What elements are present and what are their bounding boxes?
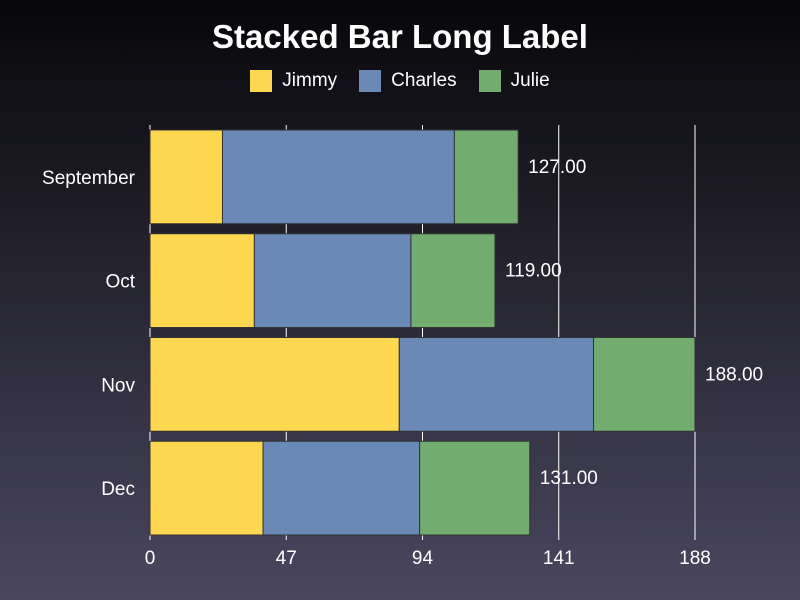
chart-title: Stacked Bar Long Label	[212, 18, 588, 55]
y-category-label-1: Oct	[105, 272, 135, 293]
bar-charles-september	[221, 129, 455, 225]
legend-label-julie: Julie	[510, 70, 550, 91]
legend-label-jimmy: Jimmy	[282, 70, 338, 91]
bar-jimmy-dec	[149, 440, 264, 536]
y-category-label-3: Dec	[101, 479, 135, 500]
y-category-label-0: September	[42, 168, 136, 189]
bar-jimmy-nov	[149, 337, 400, 432]
x-tick-label-4: 188	[679, 548, 711, 569]
total-label-0: 127.00	[528, 157, 586, 178]
bar-charles-dec	[262, 440, 421, 536]
x-tick-label-1: 47	[276, 548, 297, 569]
x-tick-label-3: 141	[543, 548, 575, 569]
legend: Jimmy Charles Julie	[0, 70, 800, 92]
bar-jimmy-oct	[149, 233, 255, 328]
legend-item-charles[interactable]: Charles	[359, 70, 457, 92]
legend-swatch-jimmy	[250, 70, 273, 92]
total-label-2: 188.00	[705, 364, 763, 385]
legend-item-jimmy[interactable]: Jimmy	[250, 70, 337, 92]
bar-julie-nov	[593, 337, 696, 432]
total-label-3: 131.00	[540, 468, 598, 489]
bar-charles-oct	[253, 233, 412, 328]
legend-item-julie[interactable]: Julie	[478, 70, 550, 92]
legend-label-charles: Charles	[391, 70, 457, 91]
bar-julie-september	[453, 129, 519, 225]
y-category-label-2: Nov	[101, 375, 135, 396]
legend-swatch-charles	[359, 70, 382, 92]
bar-julie-oct	[410, 233, 496, 328]
bar-charles-nov	[398, 337, 595, 432]
x-tick-label-0: 0	[145, 548, 156, 569]
total-label-1: 119.00	[505, 261, 562, 282]
bar-julie-dec	[419, 440, 531, 536]
x-tick-label-2: 94	[412, 548, 434, 569]
legend-swatch-julie	[478, 70, 501, 92]
bar-jimmy-september	[149, 129, 223, 225]
